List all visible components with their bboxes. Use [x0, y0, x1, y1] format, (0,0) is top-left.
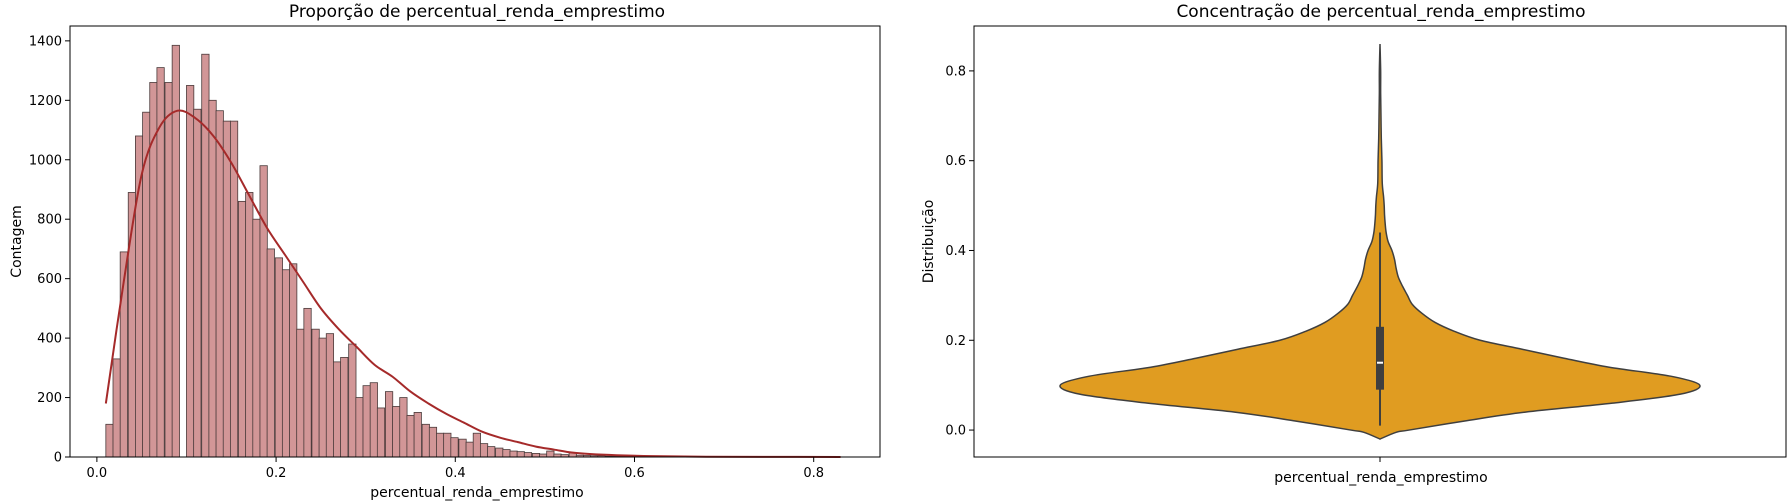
histogram-bar [436, 432, 445, 458]
histogram-title: Proporção de percentual_renda_emprestimo [289, 2, 665, 22]
histogram-x-tick-label: 0.6 [624, 466, 645, 481]
violin-y-axis-label: Distribuição [921, 200, 937, 284]
histogram-bar [399, 397, 408, 458]
histogram-bar [443, 432, 452, 458]
histogram-x-tick-label: 0.8 [803, 466, 824, 481]
histogram-bar [479, 443, 489, 458]
histogram-bar [318, 337, 327, 458]
violin-y-ticks: 0.0 0.2 0.4 0.6 0.8 [945, 64, 974, 439]
histogram-bar [215, 110, 224, 458]
histogram-bar [348, 343, 357, 458]
histogram-bar [495, 447, 504, 458]
histogram-y-tick-label: 800 [37, 213, 62, 228]
histogram-bar [296, 328, 305, 458]
violin-y-tick-label: 0.2 [945, 334, 966, 349]
histogram-bar [413, 412, 422, 458]
histogram-y-tick-label: 200 [37, 391, 62, 406]
histogram-bar [245, 192, 254, 458]
histogram-bar [193, 108, 202, 458]
violin-y-tick-label: 0.0 [945, 424, 966, 439]
histogram-bar [325, 333, 335, 458]
histogram-bar [376, 407, 386, 458]
histogram-bar [259, 165, 268, 458]
histogram-bar [112, 358, 121, 458]
histogram-y-tick-label: 600 [37, 272, 62, 287]
histogram-x-ticks: 0.0 0.2 0.4 0.6 0.8 [87, 457, 824, 481]
histogram-bar [208, 99, 217, 458]
histogram-bar [369, 382, 378, 458]
histogram-y-tick-label: 400 [37, 332, 62, 347]
histogram-bar [450, 437, 459, 458]
histogram-bar [523, 452, 533, 458]
violin-x-axis-label: percentual_renda_emprestimo [1274, 470, 1487, 486]
histogram-bar [201, 53, 210, 458]
histogram-axes-frame [69, 25, 881, 458]
histogram-bar [531, 453, 541, 458]
histogram-bar [384, 391, 394, 458]
histogram-y-tick-label: 1000 [29, 153, 62, 168]
histogram-bar [472, 432, 481, 458]
histogram-bars [105, 44, 805, 458]
histogram-bar [311, 328, 320, 458]
histogram-x-axis-label: percentual_renda_emprestimo [370, 485, 583, 501]
histogram-bar [252, 218, 261, 458]
histogram-bar [105, 423, 114, 458]
violin-iqr-box [1376, 326, 1384, 390]
histogram-bar [333, 361, 342, 458]
histogram-bar [281, 269, 291, 458]
histogram-y-axis-label: Contagem [9, 205, 25, 277]
histogram-bar [516, 451, 525, 458]
histogram-bar [355, 397, 364, 458]
histogram-y-ticks: 0 200 400 600 800 1000 1200 1400 [29, 34, 70, 466]
histogram-bar [546, 450, 555, 458]
histogram-chart: Proporção de percentual_renda_emprestimo… [9, 2, 881, 501]
histogram-x-tick-label: 0.4 [445, 466, 466, 481]
violin-title: Concentração de percentual_renda_emprest… [1176, 2, 1585, 22]
histogram-x-tick-label: 0.2 [266, 466, 287, 481]
violin-chart: Concentração de percentual_renda_emprest… [921, 2, 1787, 486]
histogram-y-tick-label: 0 [54, 451, 62, 466]
histogram-bar [502, 449, 511, 458]
histogram-bar [487, 446, 496, 458]
violin-axes-frame [973, 25, 1787, 458]
histogram-x-tick-label: 0.0 [87, 466, 108, 481]
histogram-bar [289, 263, 298, 458]
histogram-kde-line [104, 109, 841, 458]
histogram-bar [274, 257, 283, 458]
violin-y-tick-label: 0.4 [945, 244, 966, 259]
histogram-bar [421, 423, 430, 458]
histogram-bar [428, 426, 438, 458]
histogram-bar [238, 200, 247, 458]
histogram-bar [340, 357, 349, 458]
histogram-bar [303, 307, 312, 458]
histogram-bar [465, 441, 474, 458]
histogram-y-tick-label: 1200 [29, 94, 62, 109]
histogram-bar [164, 82, 173, 458]
histogram-bar [222, 120, 231, 458]
histogram-bar [392, 406, 401, 458]
histogram-bar [362, 385, 371, 458]
histogram-y-tick-label: 1400 [29, 34, 62, 49]
histogram-bar [186, 85, 195, 458]
histogram-bar [458, 438, 467, 458]
violin-y-tick-label: 0.8 [945, 64, 966, 79]
histogram-bar [509, 450, 518, 458]
histogram-bar [406, 414, 415, 458]
violin-y-tick-label: 0.6 [945, 154, 966, 169]
histogram-bar [266, 248, 275, 458]
histogram-bar [171, 44, 180, 458]
